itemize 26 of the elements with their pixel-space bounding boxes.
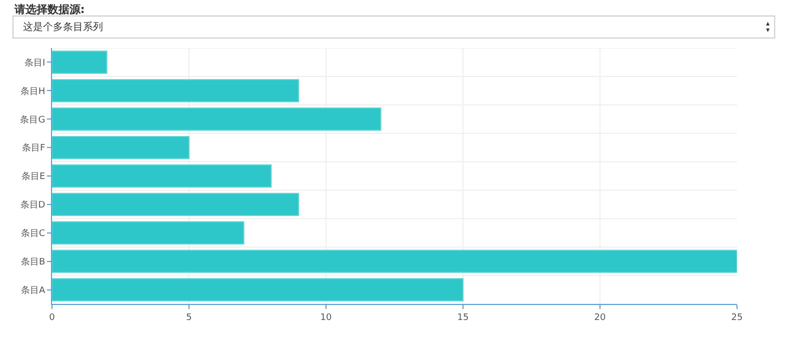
x-tick-label: 25: [731, 312, 743, 323]
bar: [52, 136, 190, 160]
bar: [52, 278, 464, 302]
bar: [52, 108, 382, 131]
y-tick-label: 条目I: [24, 57, 46, 68]
x-tick-label: 10: [320, 312, 332, 323]
y-tick-label: 条目D: [20, 200, 46, 211]
bar: [52, 79, 300, 102]
bar: [52, 50, 108, 74]
x-tick-label: 5: [186, 312, 192, 323]
bar: [52, 192, 300, 216]
y-tick-label: 条目G: [20, 114, 46, 126]
y-tick-label: 条目H: [20, 86, 46, 97]
y-tick-label: 条目F: [22, 142, 46, 154]
bar: [52, 164, 272, 188]
text: 这是个多条目系列: [23, 21, 103, 33]
x-tick-label: 15: [457, 312, 469, 323]
x-tick-label: 0: [49, 312, 56, 323]
y-tick-label: 条目E: [22, 171, 46, 182]
bar: [52, 221, 244, 244]
x-tick-label: 20: [594, 312, 606, 323]
bar: [52, 250, 737, 273]
y-tick-label: 条目B: [21, 256, 46, 268]
y-tick-label: 条目C: [20, 228, 46, 240]
chart-title: 请选择数据源:: [13, 2, 85, 16]
y-tick-label: 条目A: [21, 284, 46, 296]
